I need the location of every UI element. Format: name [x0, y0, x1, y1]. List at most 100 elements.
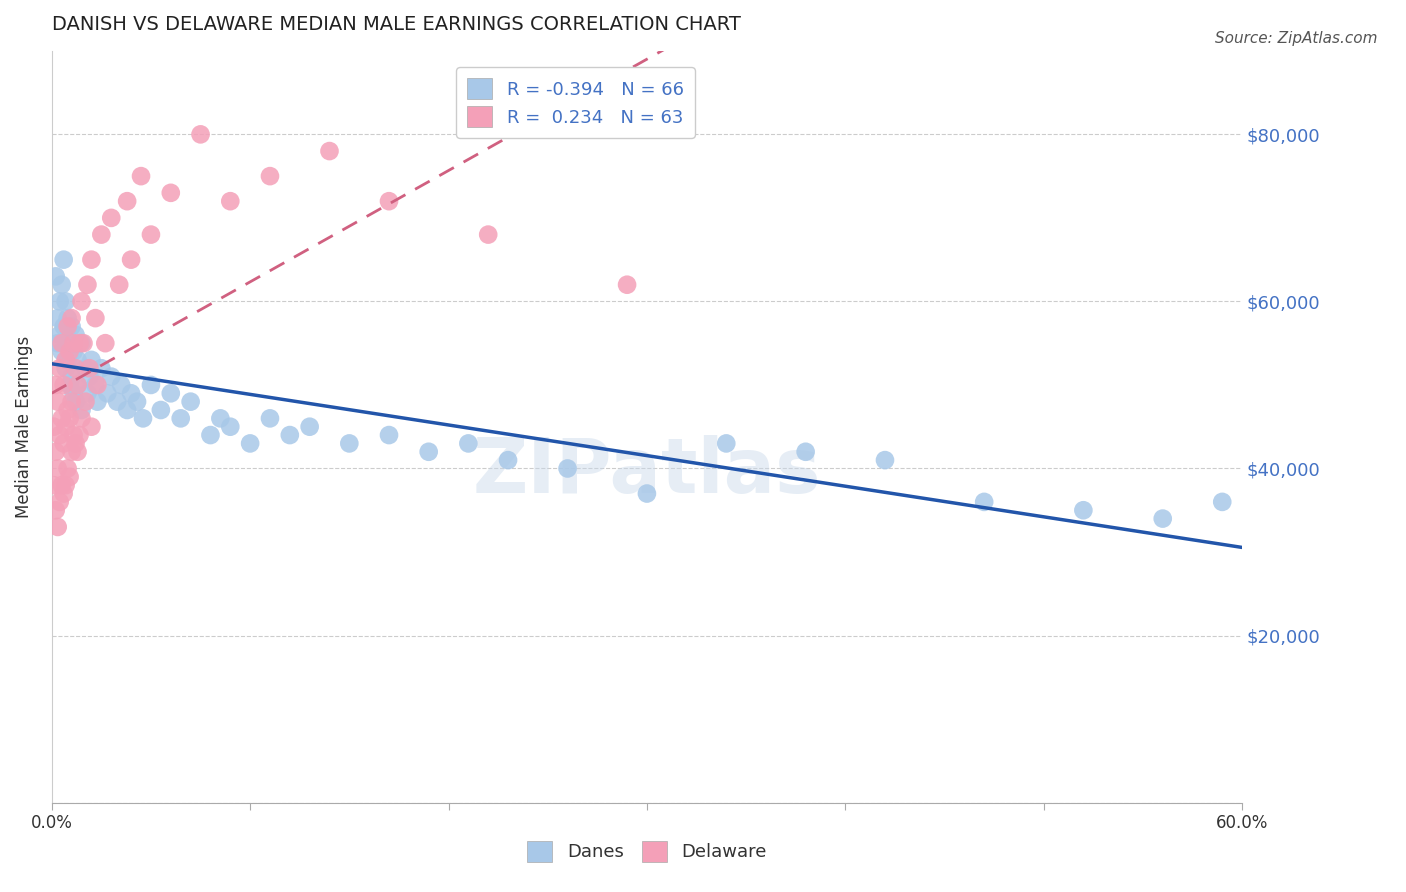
Point [1073, 503, 1095, 517]
Point [149, 403, 172, 417]
Point [65, 327, 87, 342]
Point [69, 336, 91, 351]
Point [110, 378, 132, 392]
Point [378, 194, 401, 209]
Point [42, 419, 65, 434]
Point [51, 336, 73, 351]
Point [59, 378, 82, 392]
Point [56, 403, 79, 417]
Point [56, 311, 79, 326]
Point [94, 336, 117, 351]
Point [55, 419, 77, 434]
Point [86, 378, 108, 392]
Point [616, 277, 638, 292]
Point [115, 194, 138, 209]
Point [90, 227, 112, 242]
Point [66, 352, 89, 367]
Point [65, 394, 87, 409]
Point [96, 386, 118, 401]
Point [125, 394, 148, 409]
Point [56, 352, 79, 367]
Point [60, 394, 83, 409]
Point [120, 252, 142, 267]
Point [239, 436, 262, 450]
Point [62, 428, 84, 442]
Point [79, 361, 101, 376]
Point [75, 394, 97, 409]
Point [70, 336, 93, 351]
Text: Source: ZipAtlas.com: Source: ZipAtlas.com [1215, 31, 1378, 46]
Point [259, 169, 281, 183]
Point [66, 378, 89, 392]
Point [59, 411, 82, 425]
Point [105, 394, 128, 409]
Point [76, 277, 98, 292]
Point [59, 344, 82, 359]
Point [378, 428, 401, 442]
Point [259, 411, 281, 425]
Point [200, 428, 222, 442]
Point [48, 428, 70, 442]
Point [794, 444, 817, 458]
Point [46, 520, 69, 534]
Point [45, 503, 67, 517]
Point [69, 428, 91, 442]
Point [79, 369, 101, 384]
Point [60, 311, 83, 326]
Point [84, 378, 107, 392]
Point [60, 319, 83, 334]
Point [873, 453, 896, 467]
Point [86, 394, 108, 409]
Point [190, 128, 212, 142]
Point [55, 352, 77, 367]
Point [716, 436, 738, 450]
Point [45, 378, 67, 392]
Point [337, 436, 360, 450]
Point [76, 386, 98, 401]
Point [52, 436, 75, 450]
Point [139, 227, 162, 242]
Point [48, 495, 70, 509]
Point [1211, 495, 1233, 509]
Point [51, 478, 73, 492]
Point [80, 419, 103, 434]
Point [219, 419, 242, 434]
Point [62, 386, 84, 401]
Point [65, 436, 87, 450]
Point [46, 394, 69, 409]
Point [557, 461, 579, 475]
Point [180, 394, 202, 409]
Legend: R = -0.394   N = 66, R =  0.234   N = 63: R = -0.394 N = 66, R = 0.234 N = 63 [457, 68, 695, 138]
Text: ZIPatlas: ZIPatlas [472, 434, 821, 508]
Point [62, 344, 84, 359]
Point [70, 403, 93, 417]
Point [60, 444, 83, 458]
Point [159, 386, 181, 401]
Point [457, 436, 479, 450]
Point [72, 336, 94, 351]
Point [52, 486, 75, 500]
Point [636, 486, 658, 500]
Point [59, 336, 82, 351]
Point [115, 403, 138, 417]
Point [51, 277, 73, 292]
Point [84, 311, 107, 326]
Point [139, 378, 162, 392]
Point [42, 478, 65, 492]
Point [75, 361, 97, 376]
Point [55, 478, 77, 492]
Point [55, 361, 77, 376]
Point [46, 461, 69, 475]
Point [52, 252, 75, 267]
Point [209, 411, 232, 425]
Point [70, 294, 93, 309]
Point [120, 386, 142, 401]
Point [52, 378, 75, 392]
Text: DANISH VS DELAWARE MEDIAN MALE EARNINGS CORRELATION CHART: DANISH VS DELAWARE MEDIAN MALE EARNINGS … [52, 15, 741, 34]
Point [100, 211, 122, 225]
Point [60, 369, 83, 384]
Point [62, 336, 84, 351]
Point [278, 428, 301, 442]
Point [973, 495, 995, 509]
Point [56, 461, 79, 475]
